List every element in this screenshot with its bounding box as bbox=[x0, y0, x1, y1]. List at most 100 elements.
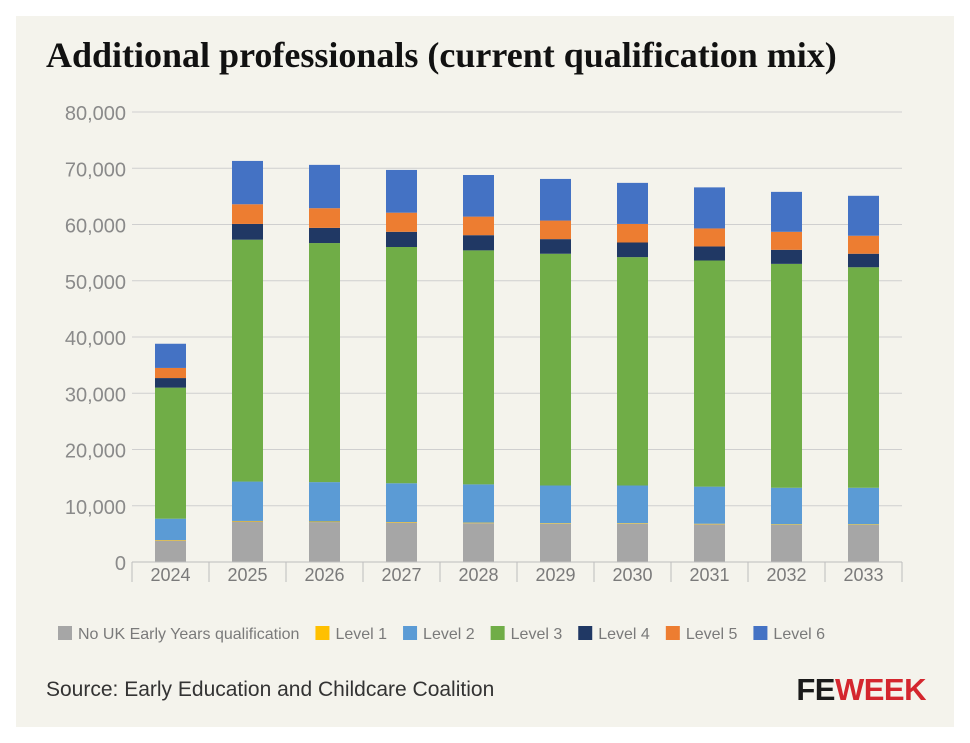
legend-item: Level 1 bbox=[315, 626, 387, 643]
bar-segment bbox=[386, 522, 417, 562]
bar-segment bbox=[463, 484, 494, 523]
legend-label: Level 1 bbox=[335, 626, 387, 643]
chart-card: Additional professionals (current qualif… bbox=[16, 16, 954, 727]
bar-segment bbox=[617, 257, 648, 486]
y-tick-label: 80,000 bbox=[65, 103, 126, 125]
bar-segment bbox=[232, 160, 263, 205]
bars bbox=[155, 160, 879, 562]
x-tick-label: 2031 bbox=[689, 565, 729, 585]
bar-segment bbox=[232, 481, 263, 521]
bar-segment bbox=[309, 227, 340, 244]
bar-segment bbox=[540, 523, 571, 524]
bar-segment bbox=[232, 521, 263, 562]
bar-segment bbox=[540, 253, 571, 486]
legend-item: Level 6 bbox=[753, 626, 825, 643]
bar-segment bbox=[386, 212, 417, 232]
bar-segment bbox=[694, 524, 725, 562]
y-tick-label: 40,000 bbox=[65, 328, 126, 350]
y-axis-tick-labels: 0 10,000 20,000 30,000 40,000 50,000 60,000 70,… bbox=[65, 103, 126, 575]
x-tick-label: 2027 bbox=[381, 565, 421, 585]
legend-swatch bbox=[753, 626, 768, 640]
bar-segment bbox=[386, 522, 417, 523]
bar-segment bbox=[309, 164, 340, 209]
bar-segment bbox=[309, 522, 340, 562]
bar-segment bbox=[463, 522, 494, 524]
x-tick-label: 2030 bbox=[612, 565, 652, 585]
bar-segment bbox=[848, 235, 879, 254]
bar-segment bbox=[694, 523, 725, 525]
bar-segment bbox=[694, 246, 725, 261]
bar-segment bbox=[309, 521, 340, 523]
bar-segment bbox=[232, 520, 263, 522]
x-tick-label: 2029 bbox=[535, 565, 575, 585]
bar-segment bbox=[771, 231, 802, 250]
bar-segment bbox=[232, 223, 263, 240]
bar-segment bbox=[694, 486, 725, 524]
bar-segment bbox=[463, 523, 494, 562]
bar-segment bbox=[232, 204, 263, 224]
y-tick-label: 50,000 bbox=[65, 272, 126, 294]
legend-swatch bbox=[665, 626, 680, 640]
bar-segment bbox=[848, 524, 879, 562]
bar-segment bbox=[771, 524, 802, 525]
legend-swatch bbox=[403, 626, 418, 640]
bar-segment bbox=[309, 208, 340, 228]
bar-segment bbox=[463, 216, 494, 236]
bar-segment bbox=[309, 482, 340, 522]
bar-segment bbox=[617, 523, 648, 562]
bar-segment bbox=[155, 387, 186, 519]
bar-segment bbox=[232, 239, 263, 482]
logo-week: WEEK bbox=[835, 672, 927, 707]
legend-item: Level 3 bbox=[490, 626, 563, 643]
bar-segment bbox=[309, 243, 340, 483]
legend-label: Level 3 bbox=[511, 626, 563, 643]
bar-segment bbox=[540, 485, 571, 524]
x-tick-label: 2026 bbox=[304, 565, 344, 585]
bar-segment bbox=[848, 195, 879, 236]
bar-segment bbox=[617, 485, 648, 524]
bar-segment bbox=[540, 220, 571, 240]
bar-segment bbox=[386, 231, 417, 247]
bar-segment bbox=[694, 260, 725, 487]
bar-segment bbox=[694, 187, 725, 229]
y-tick-label: 70,000 bbox=[65, 159, 126, 181]
bar-segment bbox=[848, 267, 879, 488]
bar-segment bbox=[617, 182, 648, 224]
bar-segment bbox=[386, 247, 417, 484]
x-axis-tick-labels: 2024 2025 2026 2027 2028 2029 2030 2031 2032 2033 bbox=[150, 565, 883, 585]
legend-label: Level 4 bbox=[598, 626, 650, 643]
bar-segment bbox=[155, 540, 186, 562]
bar-segment bbox=[463, 250, 494, 485]
bar-segment bbox=[540, 523, 571, 562]
legend-swatch bbox=[58, 626, 72, 640]
legend-swatch bbox=[578, 626, 593, 640]
legend-label: Level 2 bbox=[423, 626, 475, 643]
legend: No UK Early Years qualification Level 1 Le… bbox=[58, 626, 825, 643]
x-tick-label: 2028 bbox=[458, 565, 498, 585]
bar-segment bbox=[617, 223, 648, 243]
source-note: Source: Early Education and Childcare Co… bbox=[46, 678, 495, 701]
x-tick-label: 2032 bbox=[766, 565, 806, 585]
x-axis bbox=[131, 561, 903, 582]
legend-swatch bbox=[490, 626, 505, 640]
bar-segment bbox=[155, 518, 186, 541]
bar-segment bbox=[463, 175, 494, 217]
legend-item: Level 2 bbox=[403, 626, 475, 643]
bar-segment bbox=[386, 483, 417, 523]
bar-segment bbox=[771, 191, 802, 232]
bar-segment bbox=[848, 524, 879, 525]
bar-segment bbox=[155, 367, 186, 379]
bar-segment bbox=[848, 253, 879, 268]
legend-item: Level 4 bbox=[578, 626, 650, 643]
stacked-bar-chart: 0 10,000 20,000 30,000 40,000 50,000 60,000 70,… bbox=[58, 103, 903, 643]
y-tick-label: 20,000 bbox=[65, 441, 126, 463]
bar-segment bbox=[540, 239, 571, 254]
legend-label: Level 6 bbox=[773, 626, 825, 643]
bar-segment bbox=[848, 487, 879, 525]
legend-item: Level 5 bbox=[665, 626, 738, 643]
bar-segment bbox=[463, 235, 494, 251]
y-tick-label: 60,000 bbox=[65, 216, 126, 238]
y-tick-label: 0 bbox=[115, 553, 126, 575]
legend-swatch bbox=[315, 626, 330, 640]
legend-label: Level 5 bbox=[686, 626, 738, 643]
